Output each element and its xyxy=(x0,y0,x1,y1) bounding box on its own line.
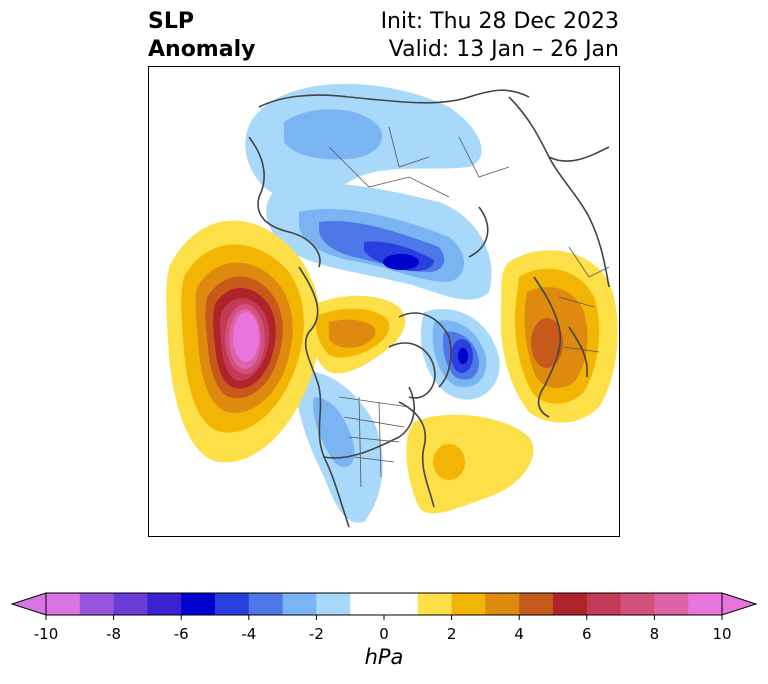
colorbar-tick-label: -2 xyxy=(308,625,324,643)
colorbar-segment xyxy=(350,593,385,615)
colorbar-segment xyxy=(586,593,622,615)
colorbar-segment xyxy=(282,593,317,615)
colorbar-tick-label: 4 xyxy=(514,625,524,643)
title-line-2: Anomaly xyxy=(148,37,256,62)
colorbar-tick-label: 10 xyxy=(712,625,732,643)
title-line-1: SLP xyxy=(148,9,194,34)
colorbar-segment xyxy=(215,593,250,615)
map-canvas xyxy=(149,67,619,536)
colorbar-extend-max xyxy=(721,592,758,616)
colorbar-tick-label: 2 xyxy=(446,625,457,643)
colorbar-segment xyxy=(654,593,689,615)
colorbar-segment xyxy=(417,593,453,615)
colorbar-segment xyxy=(181,593,216,615)
anomaly-atlantic-high xyxy=(406,414,534,514)
colorbar-segment xyxy=(384,593,419,615)
colorbar-segment xyxy=(248,593,284,615)
colorbar-segment xyxy=(620,593,655,615)
colorbar-segment xyxy=(46,593,81,615)
colorbar-segment xyxy=(553,593,588,615)
colorbar-segment xyxy=(147,593,182,615)
colorbar-tick-label: -8 xyxy=(106,625,122,643)
colorbar-segment xyxy=(451,593,486,615)
colorbar-extend-min xyxy=(10,592,47,616)
valid-range: Valid: 13 Jan – 26 Jan xyxy=(388,37,619,62)
colorbar-unit: hPa xyxy=(364,645,404,669)
colorbar xyxy=(10,592,758,620)
slp-anomaly-map xyxy=(148,66,620,537)
colorbar-segment xyxy=(485,593,520,615)
colorbar-segment xyxy=(316,593,351,615)
colorbar-tick-label: 8 xyxy=(649,625,660,643)
colorbar-ticks xyxy=(45,615,723,620)
colorbar-tick-label: 0 xyxy=(379,625,389,643)
colorbar-tick-label: 6 xyxy=(582,625,592,643)
forecast-dates: Init: Thu 28 Dec 2023 Valid: 13 Jan – 26… xyxy=(381,8,619,64)
init-date: Init: Thu 28 Dec 2023 xyxy=(380,9,619,34)
colorbar-segment xyxy=(79,593,115,615)
map-title: SLP Anomaly xyxy=(148,8,255,64)
colorbar-tick-label: -10 xyxy=(33,625,59,643)
colorbar-tick-label: -4 xyxy=(241,625,257,643)
colorbar-segments xyxy=(10,592,758,616)
borders xyxy=(328,126,610,488)
colorbar-tick-label: -6 xyxy=(173,625,189,643)
colorbar-segment xyxy=(688,593,723,615)
colorbar-segment xyxy=(519,593,554,615)
coastlines xyxy=(248,89,610,528)
colorbar-segment xyxy=(113,593,148,615)
